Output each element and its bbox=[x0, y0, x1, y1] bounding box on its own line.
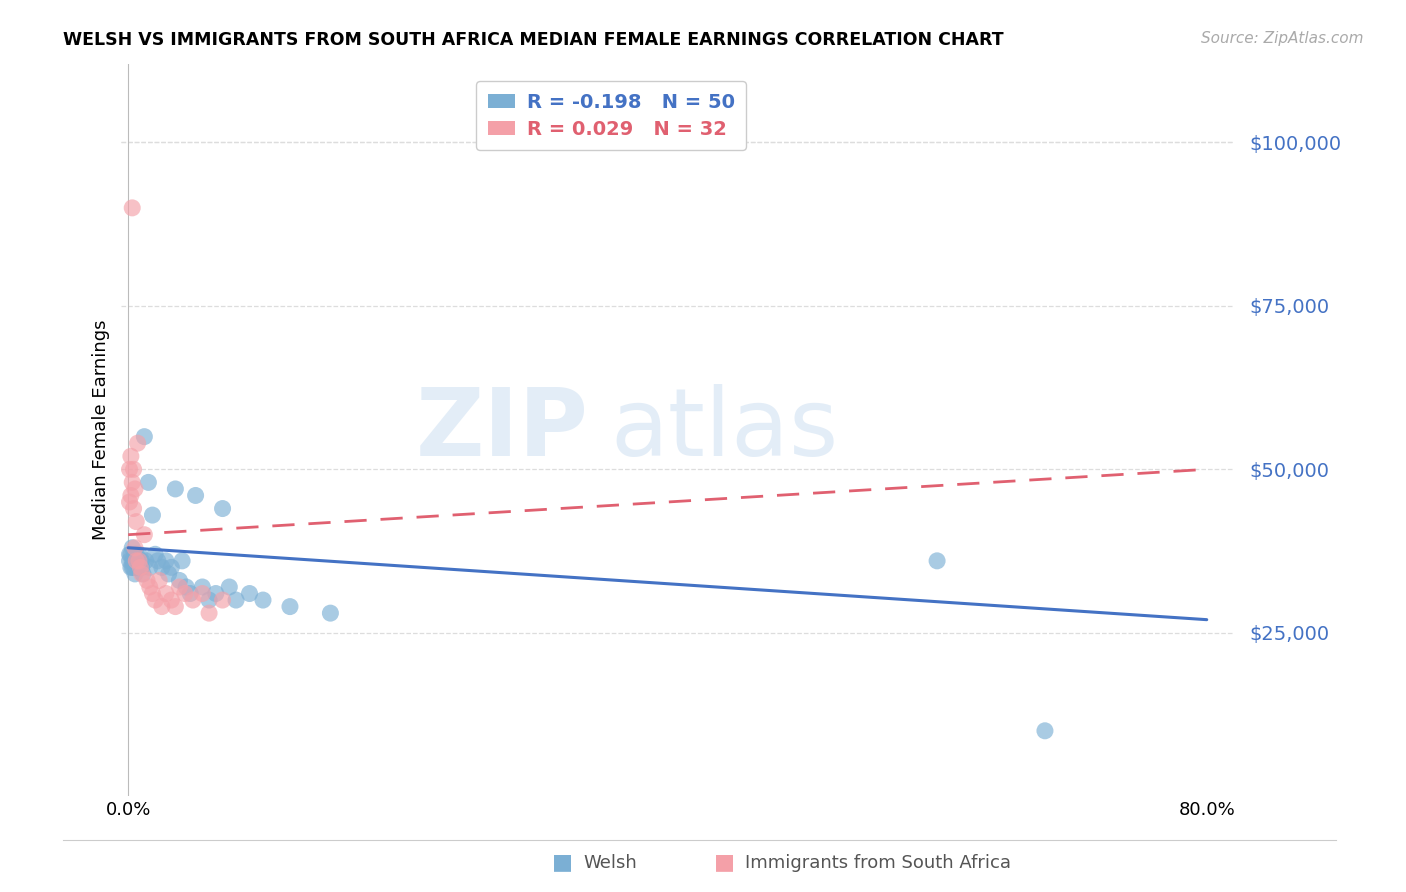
Point bbox=[120, 547, 142, 561]
Point bbox=[141, 508, 163, 522]
Point bbox=[118, 554, 141, 568]
Point bbox=[127, 560, 149, 574]
Point bbox=[139, 560, 162, 574]
Point bbox=[128, 547, 150, 561]
Point bbox=[157, 566, 180, 581]
Point bbox=[121, 475, 143, 490]
Point bbox=[143, 593, 166, 607]
Text: atlas: atlas bbox=[610, 384, 839, 476]
Point bbox=[278, 599, 301, 614]
Point bbox=[125, 554, 148, 568]
Point bbox=[925, 554, 948, 568]
Point bbox=[172, 554, 194, 568]
Point bbox=[165, 599, 187, 614]
Point bbox=[181, 593, 204, 607]
Text: ■: ■ bbox=[553, 853, 572, 872]
Point bbox=[124, 547, 146, 561]
Point bbox=[198, 593, 221, 607]
Point bbox=[169, 574, 191, 588]
Point bbox=[173, 586, 195, 600]
Y-axis label: Median Female Earnings: Median Female Earnings bbox=[93, 320, 110, 541]
Point bbox=[184, 488, 207, 502]
Point bbox=[139, 580, 162, 594]
Point bbox=[141, 586, 163, 600]
Point bbox=[132, 566, 155, 581]
Point bbox=[198, 606, 221, 620]
Point bbox=[134, 430, 156, 444]
Point bbox=[134, 527, 156, 541]
Text: Immigrants from South Africa: Immigrants from South Africa bbox=[745, 855, 1011, 872]
Point bbox=[118, 547, 141, 561]
Point bbox=[122, 501, 145, 516]
Point bbox=[121, 560, 143, 574]
Point bbox=[211, 593, 233, 607]
Point bbox=[124, 541, 146, 555]
Point bbox=[125, 515, 148, 529]
Legend: R = -0.198   N = 50, R = 0.029   N = 32: R = -0.198 N = 50, R = 0.029 N = 32 bbox=[477, 81, 747, 150]
Point bbox=[179, 586, 201, 600]
Point bbox=[169, 580, 191, 594]
Point bbox=[146, 554, 169, 568]
Point bbox=[118, 495, 141, 509]
Point bbox=[319, 606, 342, 620]
Point bbox=[218, 580, 240, 594]
Text: Welsh: Welsh bbox=[583, 855, 637, 872]
Point bbox=[150, 599, 173, 614]
Point bbox=[120, 560, 142, 574]
Point bbox=[155, 586, 177, 600]
Point bbox=[128, 554, 150, 568]
Point bbox=[124, 566, 146, 581]
Point bbox=[131, 560, 153, 574]
Point bbox=[225, 593, 247, 607]
Text: ZIP: ZIP bbox=[416, 384, 589, 476]
Point bbox=[129, 560, 152, 574]
Point bbox=[125, 547, 148, 561]
Point bbox=[252, 593, 274, 607]
Point bbox=[121, 554, 143, 568]
Point bbox=[120, 488, 142, 502]
Point bbox=[122, 560, 145, 574]
Point bbox=[191, 586, 214, 600]
Point bbox=[122, 554, 145, 568]
Point bbox=[135, 554, 157, 568]
Point bbox=[174, 580, 197, 594]
Point bbox=[127, 554, 149, 568]
Point bbox=[124, 554, 146, 568]
Point bbox=[136, 574, 159, 588]
Point bbox=[125, 560, 148, 574]
Point bbox=[122, 462, 145, 476]
Point bbox=[211, 501, 233, 516]
Point bbox=[138, 475, 160, 490]
Point bbox=[191, 580, 214, 594]
Point bbox=[127, 436, 149, 450]
Point bbox=[124, 482, 146, 496]
Point bbox=[131, 554, 153, 568]
Point bbox=[131, 566, 153, 581]
Point bbox=[160, 560, 183, 574]
Point bbox=[148, 574, 170, 588]
Point bbox=[155, 554, 177, 568]
Point bbox=[121, 201, 143, 215]
Point bbox=[160, 593, 183, 607]
Point bbox=[120, 449, 142, 463]
Text: WELSH VS IMMIGRANTS FROM SOUTH AFRICA MEDIAN FEMALE EARNINGS CORRELATION CHART: WELSH VS IMMIGRANTS FROM SOUTH AFRICA ME… bbox=[63, 31, 1004, 49]
Text: Source: ZipAtlas.com: Source: ZipAtlas.com bbox=[1201, 31, 1364, 46]
Text: ■: ■ bbox=[714, 853, 734, 872]
Point bbox=[129, 554, 152, 568]
Point bbox=[165, 482, 187, 496]
Point bbox=[143, 547, 166, 561]
Point bbox=[121, 541, 143, 555]
Point bbox=[204, 586, 226, 600]
Point bbox=[1033, 723, 1056, 738]
Point bbox=[118, 462, 141, 476]
Point bbox=[150, 560, 173, 574]
Point bbox=[238, 586, 260, 600]
